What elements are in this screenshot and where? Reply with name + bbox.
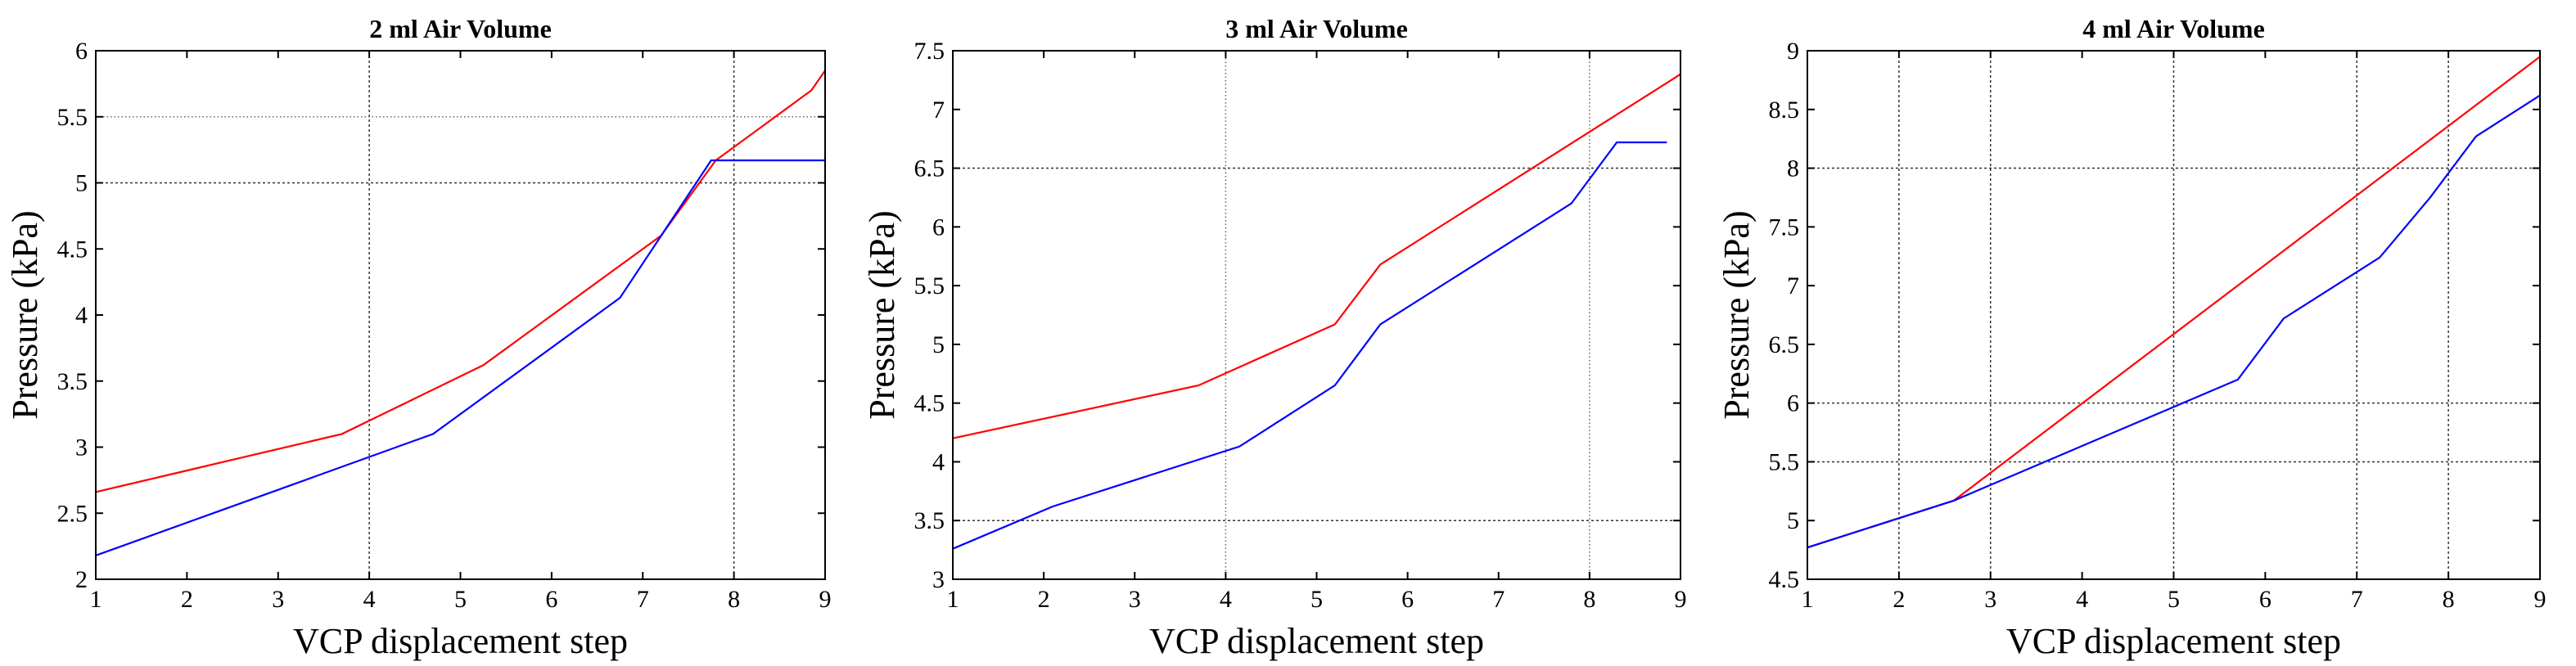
x-tick-label: 9: [819, 586, 832, 613]
y-tick-label: 6.5: [1769, 331, 1800, 358]
x-tick-label: 8: [728, 586, 740, 613]
y-tick-label: 3.5: [57, 368, 88, 395]
y-axis-label: Pressure (kPa): [1717, 210, 1757, 419]
series-line-red: [952, 73, 1681, 439]
series-line-blue: [95, 159, 825, 556]
x-tick-label: 5: [2168, 586, 2180, 613]
y-tick-label: 6.5: [914, 155, 945, 182]
y-tick-label: 4: [75, 302, 88, 329]
y-tick-label: 2: [75, 566, 88, 593]
x-tick-label: 2: [1893, 586, 1905, 613]
y-tick-label: 7: [1787, 272, 1799, 299]
y-tick-label: 8: [1787, 155, 1799, 182]
y-tick-label: 5.5: [1769, 448, 1800, 475]
x-tick-label: 6: [1401, 586, 1414, 613]
y-tick-label: 5: [932, 331, 945, 358]
x-tick-label: 6: [2259, 586, 2271, 613]
x-axis-label: VCP displacement step: [293, 621, 628, 661]
chart-panel-1: 1 2 3 4 5 6 7 8 922.533.544.555.562 ml Air Volum…: [5, 14, 832, 661]
x-tick-label: 4: [1220, 586, 1232, 613]
x-tick-label: 5: [1311, 586, 1323, 613]
y-tick-label: 5.5: [57, 104, 88, 131]
y-tick-label: 3: [75, 434, 88, 461]
chart-title: 2 ml Air Volume: [369, 14, 552, 43]
x-tick-label: 9: [2534, 586, 2547, 613]
y-axis-label: Pressure (kPa): [5, 210, 45, 419]
x-tick-label: 4: [2076, 586, 2088, 613]
x-axis-label: VCP displacement step: [2006, 621, 2341, 661]
y-tick-label: 7.5: [914, 38, 945, 65]
x-tick-label: 7: [637, 586, 649, 613]
x-tick-label: 3: [1984, 586, 1996, 613]
y-tick-label: 5: [75, 170, 88, 197]
y-tick-label: 3.5: [914, 507, 945, 534]
x-axis-label: VCP displacement step: [1149, 621, 1484, 661]
y-tick-label: 4.5: [1769, 566, 1800, 593]
x-tick-label: 6: [545, 586, 557, 613]
y-tick-label: 5.5: [914, 272, 945, 299]
x-tick-label: 5: [454, 586, 467, 613]
series-line-blue: [952, 141, 1667, 550]
y-tick-label: 6: [1787, 390, 1799, 417]
x-tick-label: 1: [1802, 586, 1814, 613]
chart-panel-3: 1 2 3 4 5 6 7 8 9 4.5 5 5.5 6 6.5 7 7.5 8 8.5 9 4 ml Air Vo…: [1717, 14, 2547, 661]
chart-title: 3 ml Air Volume: [1225, 14, 1408, 43]
x-tick-label: 4: [363, 586, 376, 613]
x-tick-label: 7: [2351, 586, 2363, 613]
chart-title: 4 ml Air Volume: [2082, 14, 2265, 43]
plot-frame: [952, 50, 1681, 580]
x-tick-label: 3: [1129, 586, 1141, 613]
chart-panel-2: 1 2 3 4 5 6 7 8 9 3 3.5 4 4.5 5 5.5 6 6.5 7 7.5 3 ml Air Vo…: [862, 14, 1687, 661]
x-tick-label: 1: [90, 586, 102, 613]
y-tick-label: 5: [1787, 507, 1799, 534]
y-tick-label: 9: [1787, 38, 1799, 65]
x-tick-label: 3: [272, 586, 284, 613]
x-tick-label: 2: [1038, 586, 1050, 613]
series-line-blue: [1807, 94, 2541, 549]
y-tick-label: 7.5: [1769, 214, 1800, 241]
x-tick-label: 8: [1583, 586, 1595, 613]
plot-frame: [95, 50, 826, 580]
x-tick-label: 2: [181, 586, 193, 613]
y-tick-label: 2.5: [57, 500, 88, 527]
y-tick-label: 8.5: [1769, 97, 1800, 124]
y-tick-label: 4: [932, 448, 945, 475]
x-tick-label: 9: [1675, 586, 1687, 613]
x-tick-label: 7: [1492, 586, 1505, 613]
y-tick-label: 3: [932, 566, 945, 593]
y-tick-label: 7: [932, 97, 945, 124]
x-tick-label: 1: [947, 586, 959, 613]
y-tick-label: 6: [75, 38, 88, 65]
y-tick-label: 6: [932, 214, 945, 241]
series-line-red: [95, 70, 826, 493]
y-tick-label: 4.5: [914, 390, 945, 417]
y-axis-label: Pressure (kPa): [862, 210, 902, 419]
y-tick-label: 4.5: [57, 236, 88, 263]
x-tick-label: 8: [2443, 586, 2455, 613]
